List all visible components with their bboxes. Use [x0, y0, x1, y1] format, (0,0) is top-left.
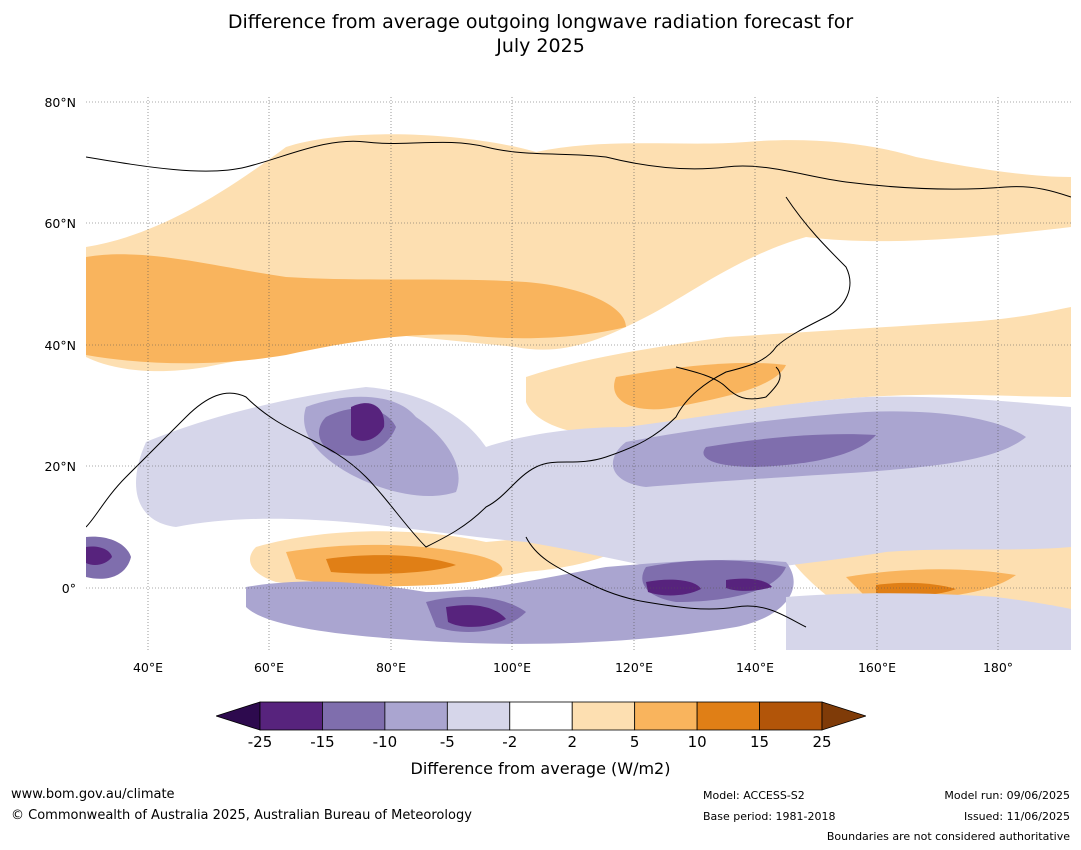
colorbar — [216, 701, 866, 731]
colorbar-cells — [216, 701, 866, 731]
title-line-1: Difference from average outgoing longwav… — [227, 11, 854, 33]
maritime-deep-purple — [646, 579, 701, 596]
lon-label-100e: 100°E — [492, 660, 531, 675]
colorbar-label: Difference from average (W/m2) — [410, 759, 671, 778]
colorbar-cell — [696, 701, 760, 731]
colorbar-tick: 25 — [812, 733, 832, 751]
colorbar-cell — [446, 701, 511, 731]
colorbar-cell — [259, 701, 323, 731]
colorbar-tick: -10 — [372, 733, 398, 751]
colorbar-cell — [759, 701, 823, 731]
colorbar-cell — [322, 701, 386, 731]
colorbar-tick: 2 — [567, 733, 577, 751]
lon-label-80e: 80°E — [375, 660, 407, 675]
colorbar-tick: -15 — [310, 733, 335, 751]
colorbar-cell — [384, 701, 448, 731]
colorbar-tick: 10 — [687, 733, 707, 751]
colorbar-tick: -5 — [439, 733, 455, 751]
south-pacific-light-purple — [786, 593, 1071, 650]
lat-label-80n: 80°N — [44, 95, 76, 110]
lon-label-140e: 140°E — [735, 660, 774, 675]
website-link[interactable]: www.bom.gov.au/climate — [11, 787, 175, 802]
negative-anomaly-areas — [86, 387, 1071, 650]
issued-text: Issued: 11/06/2025 — [963, 810, 1070, 823]
map-title: Difference from average outgoing longwav… — [0, 10, 1081, 58]
base-period-text: Base period: 1981-2018 — [703, 810, 836, 823]
lon-label-40e: 40°E — [132, 660, 164, 675]
model-text: Model: ACCESS-S2 — [703, 789, 805, 802]
pacific-dark-orange — [876, 582, 956, 596]
indian-ocean-dark-orange — [326, 555, 456, 574]
china-orange — [614, 362, 786, 410]
west-pacific-dark-purple — [703, 434, 876, 467]
india-deep-purple — [351, 403, 385, 441]
lat-label-60n: 60°N — [44, 216, 76, 231]
colorbar-cell — [571, 701, 636, 731]
colorbar-tick: -2 — [502, 733, 518, 751]
positive-anomaly-areas — [86, 134, 1071, 629]
colorbar-tick: 15 — [750, 733, 770, 751]
africa-deep-purple — [86, 546, 112, 565]
graticule — [86, 97, 1071, 650]
central-asia-orange — [86, 254, 626, 364]
map-panel — [86, 97, 1071, 650]
map-canvas — [86, 97, 1071, 650]
colorbar-cell — [509, 701, 573, 731]
lat-label-40n: 40°N — [44, 338, 76, 353]
lon-label-160e: 160°E — [857, 660, 896, 675]
lat-label-0: 0° — [61, 581, 76, 596]
title-line-2: July 2025 — [496, 35, 585, 57]
copyright-text: © Commonwealth of Australia 2025, Austra… — [11, 808, 472, 823]
disclaimer-text: Boundaries are not considered authoritat… — [826, 830, 1070, 843]
colorbar-cell — [634, 701, 698, 731]
colorbar-tick: -25 — [247, 733, 273, 751]
lat-label-20n: 20°N — [44, 459, 76, 474]
colorbar-tick: 5 — [629, 733, 640, 751]
coastlines — [86, 140, 1071, 628]
lon-label-60e: 60°E — [253, 660, 285, 675]
colorbar-arrow-low — [216, 701, 261, 731]
colorbar-arrow-high — [821, 701, 866, 731]
lon-label-180: 180° — [982, 660, 1014, 675]
equatorial-deep-purple-west — [446, 605, 506, 627]
model-run-text: Model run: 09/06/2025 — [944, 789, 1070, 802]
lon-label-120e: 120°E — [614, 660, 653, 675]
